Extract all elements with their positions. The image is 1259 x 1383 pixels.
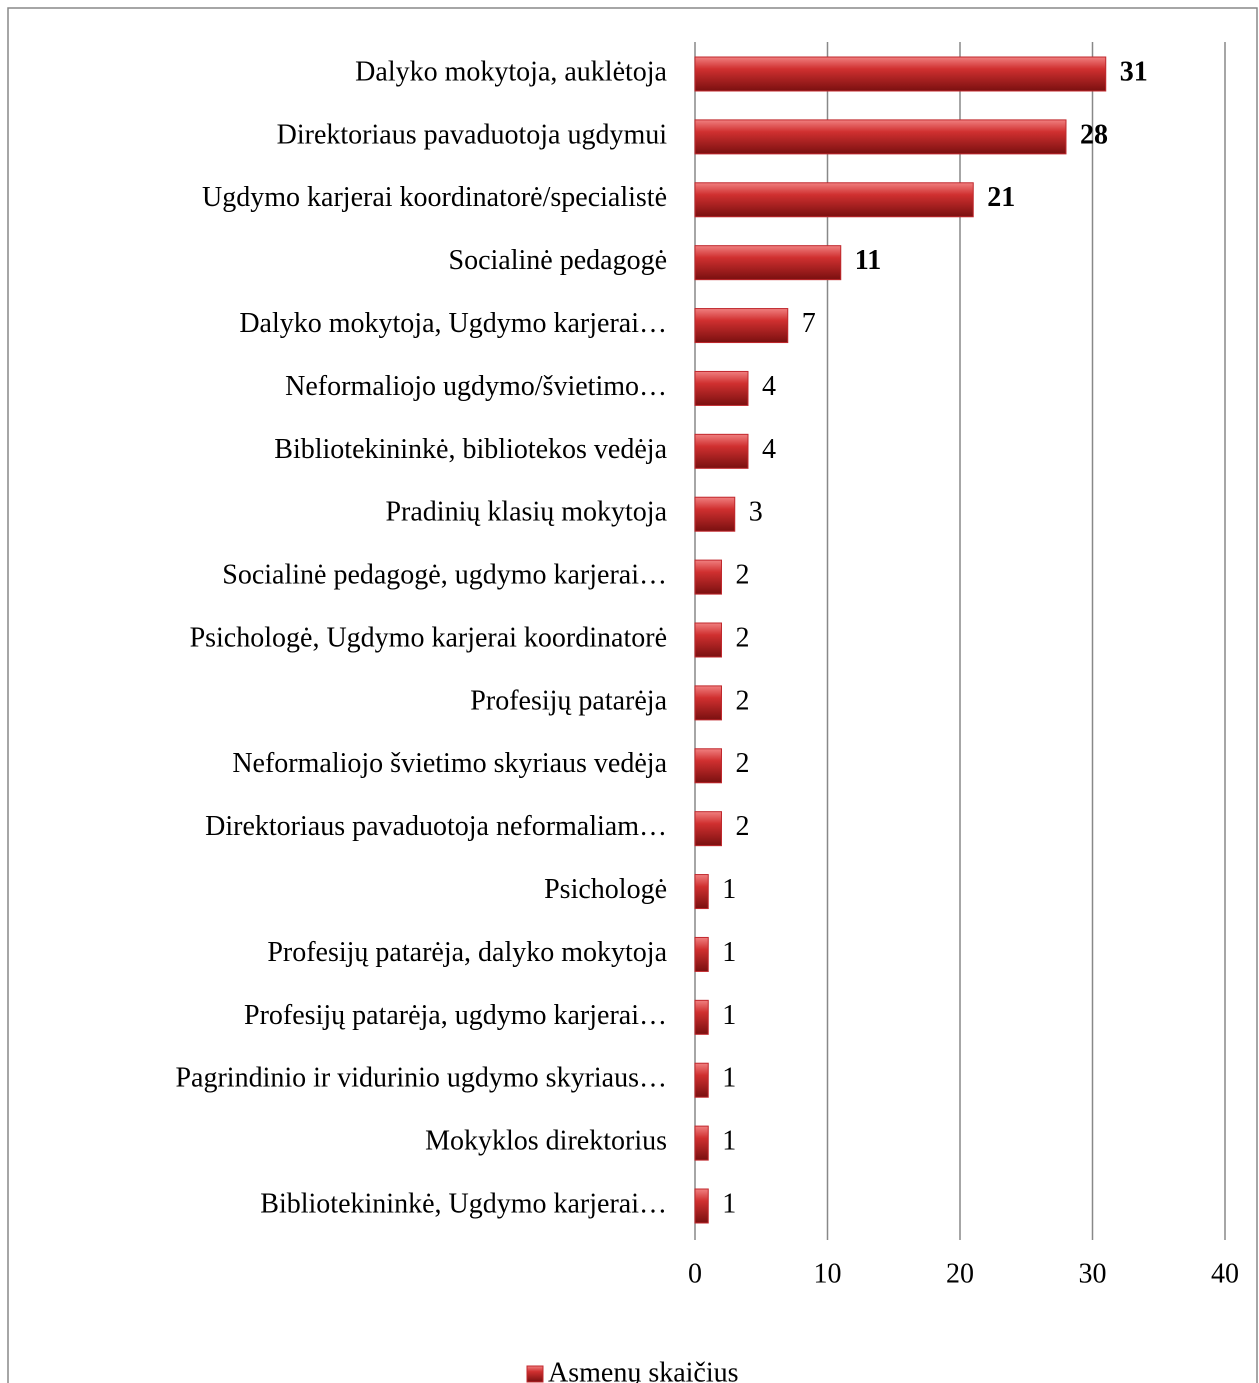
- y-tick-label: Neformaliojo švietimo skyriaus vedėja: [232, 748, 667, 779]
- x-tick-label: 20: [946, 1258, 974, 1289]
- data-label: 2: [736, 685, 750, 716]
- bar: [694, 308, 789, 344]
- chart-frame: [7, 7, 1258, 1383]
- bar: [694, 182, 974, 218]
- data-label: 2: [736, 811, 750, 842]
- bar: [694, 496, 736, 532]
- data-label: 31: [1120, 56, 1148, 87]
- data-label: 1: [722, 1063, 736, 1094]
- data-label: 1: [722, 1188, 736, 1219]
- data-label: 1: [722, 937, 736, 968]
- data-label: 2: [736, 748, 750, 779]
- bar: [694, 999, 709, 1035]
- y-tick-label: Bibliotekininkė, bibliotekos vedėja: [274, 434, 667, 465]
- bar: [694, 685, 722, 721]
- bar: [694, 1188, 709, 1224]
- bar: [694, 370, 749, 406]
- x-tick-label: 40: [1211, 1258, 1239, 1289]
- bar: [694, 811, 722, 847]
- data-label: 28: [1080, 119, 1108, 150]
- bar: [694, 936, 709, 972]
- bar: [694, 433, 749, 469]
- data-label: 3: [749, 497, 763, 528]
- data-label: 4: [762, 434, 776, 465]
- bar: [694, 119, 1067, 155]
- y-tick-label: Psichologė, Ugdymo karjerai koordinatorė: [190, 622, 667, 653]
- bar: [694, 559, 722, 595]
- data-label: 1: [722, 874, 736, 905]
- y-tick-label: Profesijų patarėja, ugdymo karjerai…: [244, 1000, 667, 1031]
- data-label: 2: [736, 622, 750, 653]
- legend-swatch: [526, 1365, 544, 1383]
- data-label: 1: [722, 1126, 736, 1157]
- data-label: 7: [802, 308, 816, 339]
- data-label: 2: [736, 560, 750, 591]
- y-tick-label: Bibliotekininkė, Ugdymo karjerai…: [260, 1188, 667, 1219]
- bar: [694, 56, 1107, 92]
- data-label: 11: [855, 245, 881, 276]
- y-tick-label: Pagrindinio ir vidurinio ugdymo skyriaus…: [175, 1063, 667, 1094]
- x-tick-label: 30: [1079, 1258, 1107, 1289]
- y-tick-label: Direktoriaus pavaduotoja neformaliam…: [205, 811, 667, 842]
- y-tick-label: Mokyklos direktorius: [425, 1126, 667, 1157]
- bar: [694, 1125, 709, 1161]
- bar: [694, 874, 709, 910]
- y-tick-label: Neformaliojo ugdymo/švietimo…: [285, 371, 667, 402]
- bar: [694, 748, 722, 784]
- y-tick-label: Pradinių klasių mokytoja: [385, 497, 667, 528]
- data-label: 4: [762, 371, 776, 402]
- y-tick-label: Profesijų patarėja, dalyko mokytoja: [267, 937, 667, 968]
- bar: [694, 1062, 709, 1098]
- y-tick-label: Ugdymo karjerai koordinatorė/specialistė: [202, 182, 667, 213]
- y-tick-label: Socialinė pedagogė: [449, 245, 667, 276]
- legend-label: Asmenų skaičius: [548, 1357, 739, 1383]
- y-tick-label: Direktoriaus pavaduotoja ugdymui: [277, 119, 668, 150]
- y-tick-label: Profesijų patarėja: [470, 685, 667, 716]
- y-tick-label: Psichologė: [544, 874, 667, 905]
- bar: [694, 622, 722, 658]
- y-tick-label: Socialinė pedagogė, ugdymo karjerai…: [222, 560, 667, 591]
- bar: [694, 245, 842, 281]
- x-tick-label: 10: [814, 1258, 842, 1289]
- y-tick-label: Dalyko mokytoja, Ugdymo karjerai…: [239, 308, 667, 339]
- x-tick-label: 0: [688, 1258, 702, 1289]
- data-label: 21: [987, 182, 1015, 213]
- data-label: 1: [722, 1000, 736, 1031]
- y-tick-label: Dalyko mokytoja, auklėtoja: [355, 56, 667, 87]
